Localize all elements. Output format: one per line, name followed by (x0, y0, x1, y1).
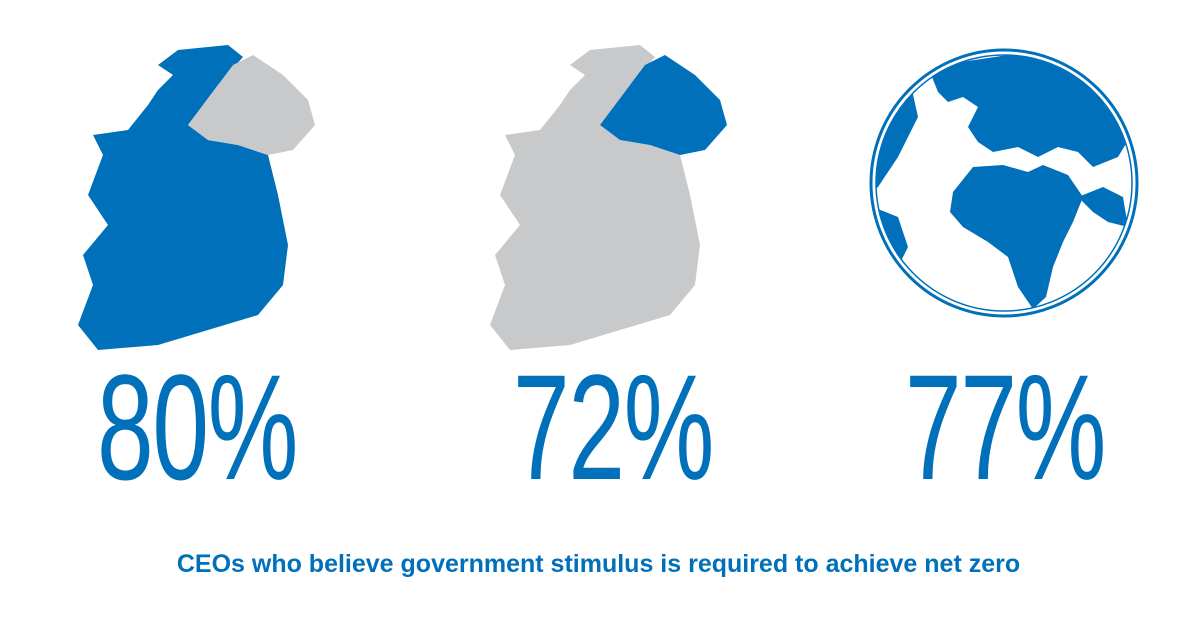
stat-value-republic-of-ireland: 80% (96, 343, 298, 511)
globe-icon (869, 48, 1139, 318)
stat-value-global: 77% (904, 343, 1106, 511)
ireland-map-icon (490, 45, 727, 350)
ireland-map-icon (78, 45, 315, 350)
stat-value-northern-ireland: 72% (512, 343, 714, 511)
republic-of-ireland-region (490, 45, 700, 350)
republic-of-ireland-region (78, 45, 288, 350)
northern-ireland-region (600, 55, 727, 155)
caption: CEOs who believe government stimulus is … (176, 550, 1021, 578)
northern-ireland-region (188, 55, 315, 155)
